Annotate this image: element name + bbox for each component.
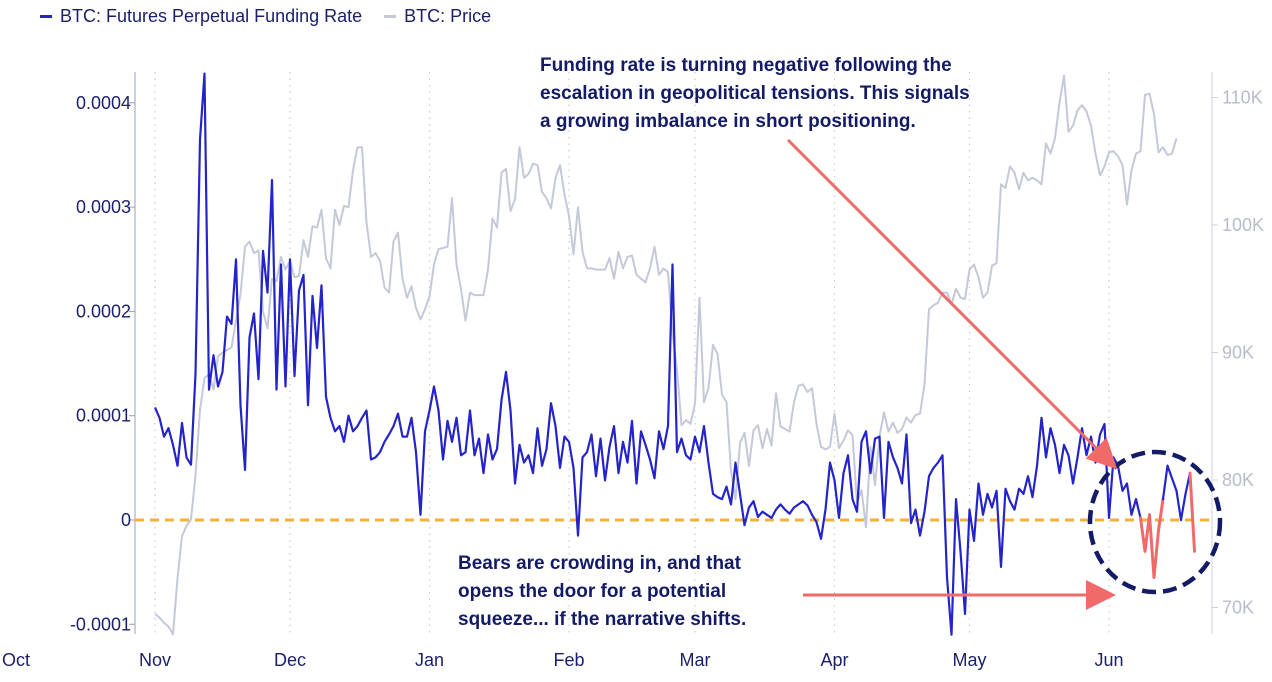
y-left-tick-label: 0 (121, 510, 131, 530)
annotation-line: Funding rate is turning negative followi… (540, 55, 952, 76)
y-right-tick-label: 70K (1222, 598, 1254, 618)
x-tick-label: Dec (274, 650, 306, 670)
legend-item-price: BTC: Price (384, 6, 491, 27)
legend-item-funding: BTC: Futures Perpetual Funding Rate (40, 6, 362, 27)
x-tick-label: Jan (415, 650, 444, 670)
annotation-line: opens the door for a potential (458, 581, 727, 602)
annotation-line: squeeze... if the narrative shifts. (458, 609, 747, 630)
annotation-bears-crowding: Bears are crowding in, and that opens th… (458, 550, 746, 634)
annotation-arrow-top (786, 138, 1118, 470)
funding-rate-segment (1161, 464, 1169, 501)
funding-negative-segment (1157, 497, 1165, 532)
annotation-line: a growing imbalance in short positioning… (540, 111, 916, 132)
annotation-line: Bears are crowding in, and that (458, 553, 741, 574)
y-right-tick-label: 80K (1222, 470, 1254, 490)
x-tick-label: Mar (680, 650, 711, 670)
funding-rate-segment (1175, 489, 1183, 522)
legend-label-price: BTC: Price (404, 6, 492, 26)
y-left-tick-label: 0.0002 (76, 301, 131, 321)
funding-negative-segment (1152, 528, 1160, 579)
funding-rate-line (153, 72, 1142, 636)
y-right-tick-label: 90K (1222, 343, 1254, 363)
x-tick-label: Nov (139, 650, 171, 670)
funding-rate-segment (1166, 464, 1174, 480)
annotation-funding-negative: Funding rate is turning negative followi… (540, 52, 970, 136)
x-tick-label: Jun (1094, 650, 1123, 670)
y-left-tick-label: 0.0004 (76, 93, 131, 113)
chart-legend: BTC: Futures Perpetual Funding Rate BTC:… (40, 6, 513, 27)
funding-negative-segment (1148, 513, 1156, 579)
y-left-tick-label: -0.0001 (70, 614, 131, 634)
legend-label-funding: BTC: Futures Perpetual Funding Rate (60, 6, 363, 26)
x-tick-label: May (952, 650, 986, 670)
x-tick-label: Apr (820, 650, 848, 670)
annotation-line: escalation in geopolitical tensions. Thi… (540, 83, 970, 104)
y-left-tick-label: 0.0003 (76, 197, 131, 217)
funding-rate-segment (1170, 477, 1178, 492)
price-line (154, 74, 1178, 636)
legend-swatch-funding (40, 15, 52, 18)
legend-swatch-price (384, 15, 397, 18)
x-tick-label: Oct (2, 650, 30, 670)
y-right-tick-label: 100K (1222, 215, 1264, 235)
funding-rate-segment (1179, 492, 1187, 522)
y-right-tick-label: 110K (1222, 88, 1263, 108)
x-tick-label: Feb (553, 650, 584, 670)
y-left-tick-label: 0.0001 (76, 406, 131, 426)
highlight-circle (1087, 449, 1223, 595)
funding-negative-segment (1188, 471, 1196, 553)
